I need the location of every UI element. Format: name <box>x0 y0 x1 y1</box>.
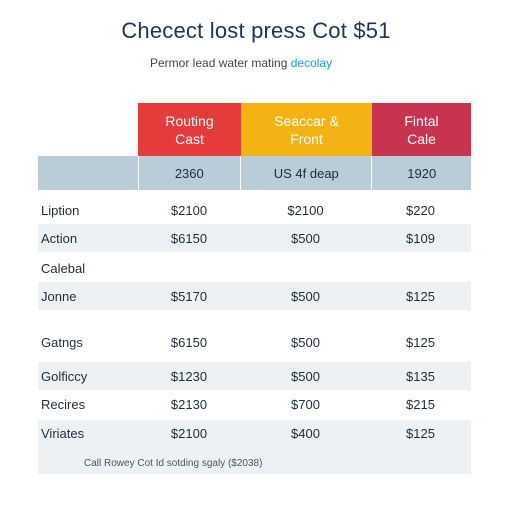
table-cell: $500 <box>291 230 320 246</box>
table-cell: $500 <box>291 288 320 304</box>
header-fintal-cale: Fintal Cale <box>372 103 471 156</box>
table-cell: $2100 <box>287 202 324 218</box>
table-row: Jonne $5170 $500 $125 <box>38 282 471 310</box>
table-cell: $5170 <box>170 288 208 304</box>
page-title: Checect lost press Cot $51 <box>121 18 391 43</box>
table-row: Viriates $2100 $400 $125 <box>38 420 471 474</box>
table-cell: $125 <box>406 334 435 350</box>
row-label: Calebal <box>41 260 86 276</box>
footnote: Call Rowey Cot Id sotding sgaly ($2038) <box>84 458 263 469</box>
row-label: Action <box>41 230 78 246</box>
subheader-cell: 2360 <box>139 156 242 190</box>
table-cell: $2100 <box>170 426 208 441</box>
table-cell: $135 <box>406 368 435 384</box>
row-label: Golficcy <box>41 368 88 384</box>
subtitle-accent: decolay <box>290 56 333 70</box>
table-row: Gatngs $6150 $500 $125 <box>38 328 471 356</box>
table-row: Liption $2100 $2100 $220 <box>38 196 471 224</box>
subheader-lead <box>38 156 139 190</box>
row-label: Jonne <box>41 288 77 304</box>
table-cell: $6150 <box>170 230 208 246</box>
table-cell: $2130 <box>170 396 208 412</box>
subtitle-text: Permor lead water mating <box>150 56 288 70</box>
table-subheader: 2360 US 4f deap 1920 <box>38 156 471 190</box>
table-cell: $1230 <box>170 368 208 384</box>
row-label: Viriates <box>41 426 85 441</box>
row-label: Liption <box>41 202 80 218</box>
table-cell: $220 <box>406 202 435 218</box>
table-cell: $500 <box>291 368 320 384</box>
row-label: Recires <box>41 396 86 412</box>
table-row: Recires $2130 $700 $215 <box>38 390 471 418</box>
row-label: Gatngs <box>41 334 83 350</box>
table-cell: $215 <box>406 396 435 412</box>
table-header: Routing Cast Seaccar & Front Fintal Cale <box>138 103 471 156</box>
subheader-cell: US 4f deap <box>241 156 373 190</box>
table-cell: $125 <box>406 288 435 304</box>
table-row: Calebal <box>38 254 471 282</box>
subtitle: Permor lead water mating decolay <box>150 56 400 70</box>
header-routing-cast: Routing Cast <box>138 103 241 156</box>
header-seaccar-front: Seaccar & Front <box>241 103 372 156</box>
table-cell: $6150 <box>170 334 208 350</box>
table-row: Golficcy $1230 $500 $135 <box>38 362 471 390</box>
table-cell: $125 <box>406 426 435 441</box>
subheader-cell: 1920 <box>407 165 437 181</box>
table-cell: $109 <box>406 230 435 246</box>
table-cell: $400 <box>291 426 320 441</box>
table-cell: $500 <box>291 334 320 350</box>
table-cell: $2100 <box>170 202 208 218</box>
table-cell: $700 <box>291 396 320 412</box>
table-row: Action $6150 $500 $109 <box>38 224 471 252</box>
